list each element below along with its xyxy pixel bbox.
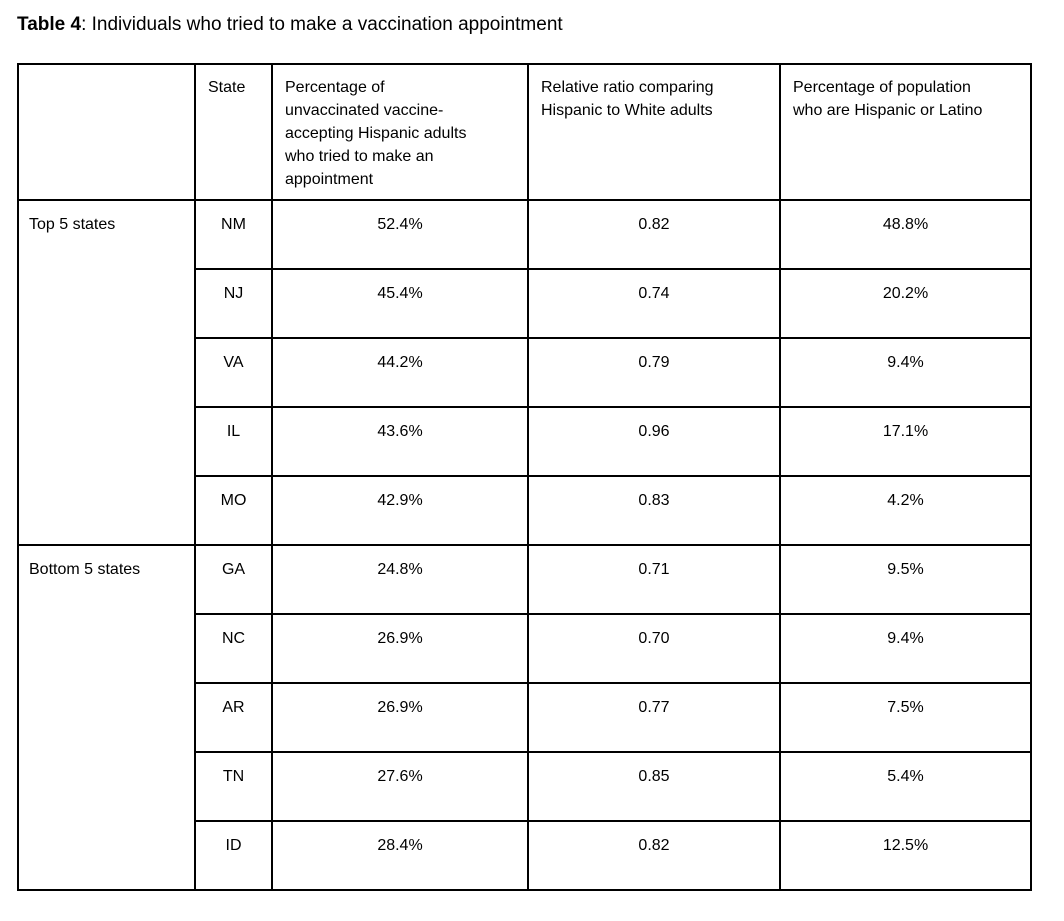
cell-pct-tried: 45.4% bbox=[271, 268, 529, 339]
cell-pct-tried: 26.9% bbox=[271, 613, 529, 684]
column-header-state: State bbox=[194, 63, 273, 201]
table-row: Bottom 5 states GA 24.8% 0.71 9.5% bbox=[17, 544, 1032, 891]
row-group-label-bottom5: Bottom 5 states bbox=[17, 544, 196, 891]
cell-state: MO bbox=[194, 475, 273, 546]
cell-ratio: 0.74 bbox=[527, 268, 781, 339]
cell-pct-population: 5.4% bbox=[779, 751, 1032, 822]
table-row: MO 42.9% 0.83 4.2% bbox=[18, 475, 1032, 546]
table-title-text: : Individuals who tried to make a vaccin… bbox=[81, 14, 563, 35]
column-header-empty bbox=[17, 63, 196, 201]
table-row: IL 43.6% 0.96 17.1% bbox=[18, 406, 1032, 477]
cell-pct-tried: 26.9% bbox=[271, 682, 529, 753]
table-row: AR 26.9% 0.77 7.5% bbox=[18, 682, 1032, 753]
table-row: NC 26.9% 0.70 9.4% bbox=[18, 613, 1032, 684]
cell-state: NC bbox=[194, 613, 273, 684]
cell-pct-population: 9.5% bbox=[779, 544, 1032, 615]
cell-state: NM bbox=[194, 199, 273, 270]
cell-pct-tried: 44.2% bbox=[271, 337, 529, 408]
cell-ratio: 0.96 bbox=[527, 406, 781, 477]
cell-pct-tried: 24.8% bbox=[271, 544, 529, 615]
cell-pct-population: 9.4% bbox=[779, 337, 1032, 408]
page-title: Table 4: Individuals who tried to make a… bbox=[17, 13, 1050, 37]
cell-ratio: 0.85 bbox=[527, 751, 781, 822]
table-row: VA 44.2% 0.79 9.4% bbox=[18, 337, 1032, 408]
cell-pct-tried: 42.9% bbox=[271, 475, 529, 546]
table-row: TN 27.6% 0.85 5.4% bbox=[18, 751, 1032, 822]
header-row: State Percentage of unvaccinated vaccine… bbox=[17, 63, 1032, 201]
cell-state: NJ bbox=[194, 268, 273, 339]
cell-state: ID bbox=[194, 820, 273, 891]
cell-ratio: 0.82 bbox=[527, 199, 781, 270]
cell-pct-tried: 43.6% bbox=[271, 406, 529, 477]
cell-ratio: 0.82 bbox=[527, 820, 781, 891]
table-number-label: Table 4 bbox=[17, 14, 82, 35]
cell-state: VA bbox=[194, 337, 273, 408]
cell-state: IL bbox=[194, 406, 273, 477]
cell-ratio: 0.71 bbox=[527, 544, 781, 615]
cell-ratio: 0.77 bbox=[527, 682, 781, 753]
cell-pct-population: 9.4% bbox=[779, 613, 1032, 684]
cell-pct-tried: 28.4% bbox=[271, 820, 529, 891]
cell-ratio: 0.70 bbox=[527, 613, 781, 684]
table-row: ID 28.4% 0.82 12.5% bbox=[18, 820, 1032, 891]
table-row: Top 5 states NM 52.4% 0.82 48.8% bbox=[17, 199, 1032, 546]
cell-ratio: 0.79 bbox=[527, 337, 781, 408]
cell-pct-population: 4.2% bbox=[779, 475, 1032, 546]
cell-pct-population: 17.1% bbox=[779, 406, 1032, 477]
cell-state: TN bbox=[194, 751, 273, 822]
column-header-ratio: Relative ratio comparing Hispanic to Whi… bbox=[527, 63, 781, 201]
column-header-pct-tried: Percentage of unvaccinated vaccine-accep… bbox=[271, 63, 529, 201]
cell-pct-population: 20.2% bbox=[779, 268, 1032, 339]
cell-state: AR bbox=[194, 682, 273, 753]
table-row: NJ 45.4% 0.74 20.2% bbox=[18, 268, 1032, 339]
cell-state: GA bbox=[194, 544, 273, 615]
cell-pct-population: 12.5% bbox=[779, 820, 1032, 891]
cell-ratio: 0.83 bbox=[527, 475, 781, 546]
cell-pct-tried: 52.4% bbox=[271, 199, 529, 270]
vaccination-appointment-table: State Percentage of unvaccinated vaccine… bbox=[17, 63, 1032, 891]
column-header-pct-population: Percentage of population who are Hispani… bbox=[779, 63, 1032, 201]
row-group-label-top5: Top 5 states bbox=[17, 199, 196, 546]
cell-pct-population: 48.8% bbox=[779, 199, 1032, 270]
cell-pct-tried: 27.6% bbox=[271, 751, 529, 822]
cell-pct-population: 7.5% bbox=[779, 682, 1032, 753]
